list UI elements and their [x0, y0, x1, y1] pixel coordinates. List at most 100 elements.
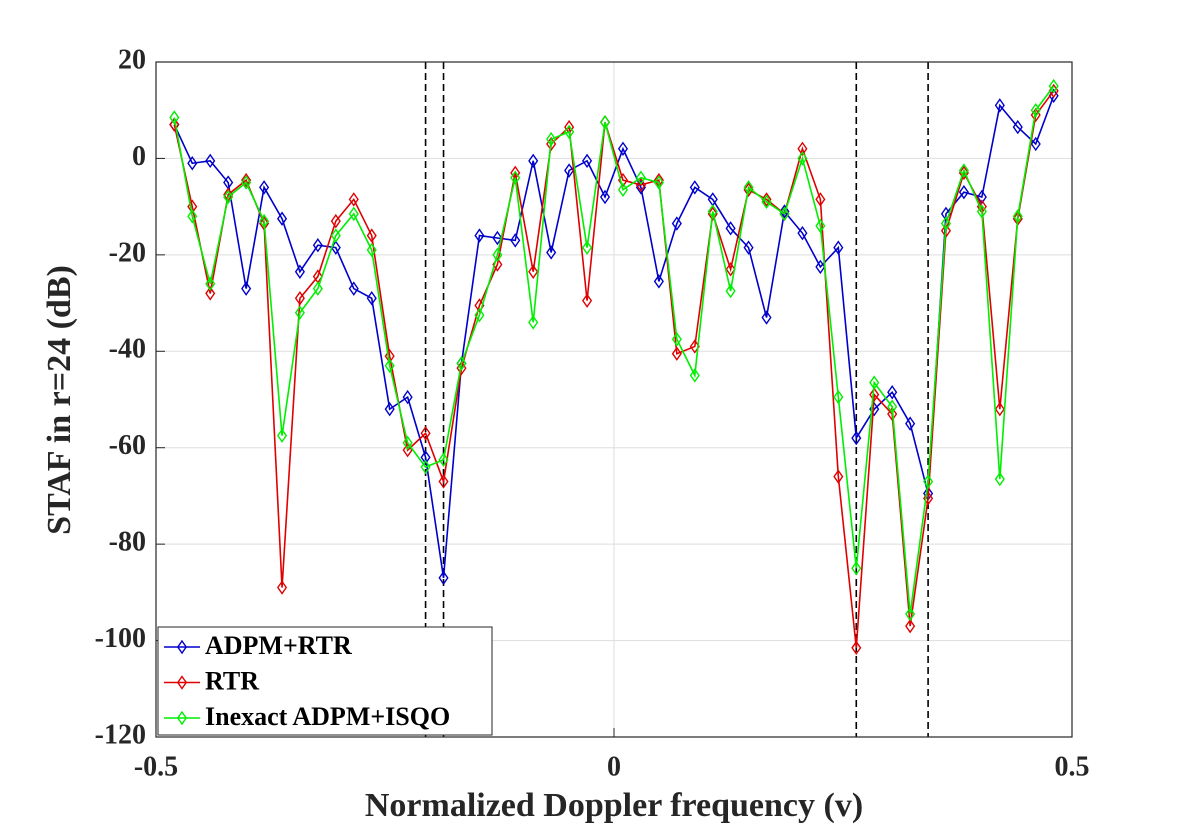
marker	[582, 240, 593, 255]
marker	[887, 399, 898, 414]
marker	[510, 170, 521, 185]
marker	[671, 346, 682, 361]
y-tick-label: -60	[109, 430, 146, 461]
marker	[456, 356, 467, 371]
marker	[276, 428, 288, 443]
marker	[743, 240, 754, 255]
marker	[330, 228, 341, 243]
marker	[348, 281, 359, 296]
marker	[815, 218, 826, 234]
marker	[833, 240, 844, 255]
marker	[994, 98, 1005, 113]
marker	[241, 281, 252, 296]
marker	[833, 389, 844, 405]
marker	[1012, 119, 1023, 135]
x-tick-label: -0.5	[134, 751, 178, 782]
marker	[402, 389, 413, 405]
marker	[294, 291, 305, 306]
marker	[994, 471, 1005, 487]
marker	[366, 228, 377, 243]
marker	[582, 153, 593, 169]
marker	[869, 387, 880, 402]
marker	[779, 204, 790, 219]
marker	[725, 262, 736, 277]
marker	[205, 276, 216, 292]
marker	[1048, 78, 1059, 94]
marker	[707, 206, 718, 222]
marker	[617, 182, 629, 197]
legend-box	[157, 626, 493, 736]
marker	[205, 286, 216, 301]
marker	[671, 216, 682, 231]
y-tick-label: 20	[118, 44, 146, 75]
marker	[689, 180, 700, 195]
x-tick-label: 0	[607, 751, 621, 782]
marker	[851, 640, 862, 656]
marker	[169, 110, 180, 125]
marker	[707, 204, 718, 219]
legend-marker	[176, 639, 188, 655]
marker	[474, 307, 485, 323]
marker	[259, 213, 270, 229]
legend: ADPM+RTR RTR Inexact ADPM+ISQO	[157, 626, 493, 736]
marker	[958, 165, 969, 181]
marker	[348, 206, 359, 222]
marker	[653, 175, 664, 190]
marker	[330, 213, 341, 229]
marker	[402, 435, 413, 451]
marker	[940, 206, 952, 222]
x-axis-label: Normalized Doppler frequency (v)	[365, 787, 863, 824]
marker	[797, 225, 808, 241]
marker	[492, 230, 503, 246]
marker	[312, 281, 323, 296]
marker	[187, 209, 198, 224]
legend-marker	[176, 710, 188, 726]
y-tick-label: 0	[132, 141, 146, 172]
marker	[815, 259, 826, 275]
marker	[958, 163, 969, 178]
marker	[438, 570, 449, 586]
marker	[294, 264, 305, 279]
marker	[223, 189, 234, 205]
marker	[635, 170, 646, 185]
series-line	[173, 95, 1055, 579]
marker	[599, 115, 611, 130]
marker	[187, 156, 198, 171]
marker	[564, 163, 575, 178]
x-tick-label: 0.5	[1055, 751, 1090, 782]
marker	[438, 452, 449, 467]
marker	[851, 430, 862, 446]
y-tick-label: -80	[109, 527, 146, 558]
marker	[546, 131, 557, 147]
marker	[420, 426, 431, 441]
marker	[420, 450, 431, 465]
marker	[958, 184, 969, 200]
marker	[438, 474, 449, 489]
marker	[779, 206, 790, 222]
marker	[905, 618, 916, 634]
marker	[940, 223, 952, 238]
marker	[635, 180, 646, 195]
marker	[348, 192, 359, 207]
marker	[761, 192, 772, 207]
marker	[276, 580, 288, 595]
marker	[923, 474, 934, 489]
marker	[564, 124, 575, 140]
legend-marker	[176, 675, 188, 690]
marker	[940, 216, 952, 231]
marker	[976, 189, 987, 205]
marker	[366, 291, 377, 306]
marker	[851, 561, 862, 576]
marker	[312, 237, 323, 253]
marker	[617, 141, 629, 157]
marker	[510, 233, 521, 248]
marker	[743, 180, 754, 195]
marker	[205, 153, 216, 169]
marker	[384, 401, 395, 417]
marker	[905, 606, 916, 622]
marker	[528, 153, 539, 169]
marker	[833, 469, 844, 484]
marker	[725, 283, 736, 299]
marker	[761, 194, 772, 210]
marker	[725, 221, 736, 236]
